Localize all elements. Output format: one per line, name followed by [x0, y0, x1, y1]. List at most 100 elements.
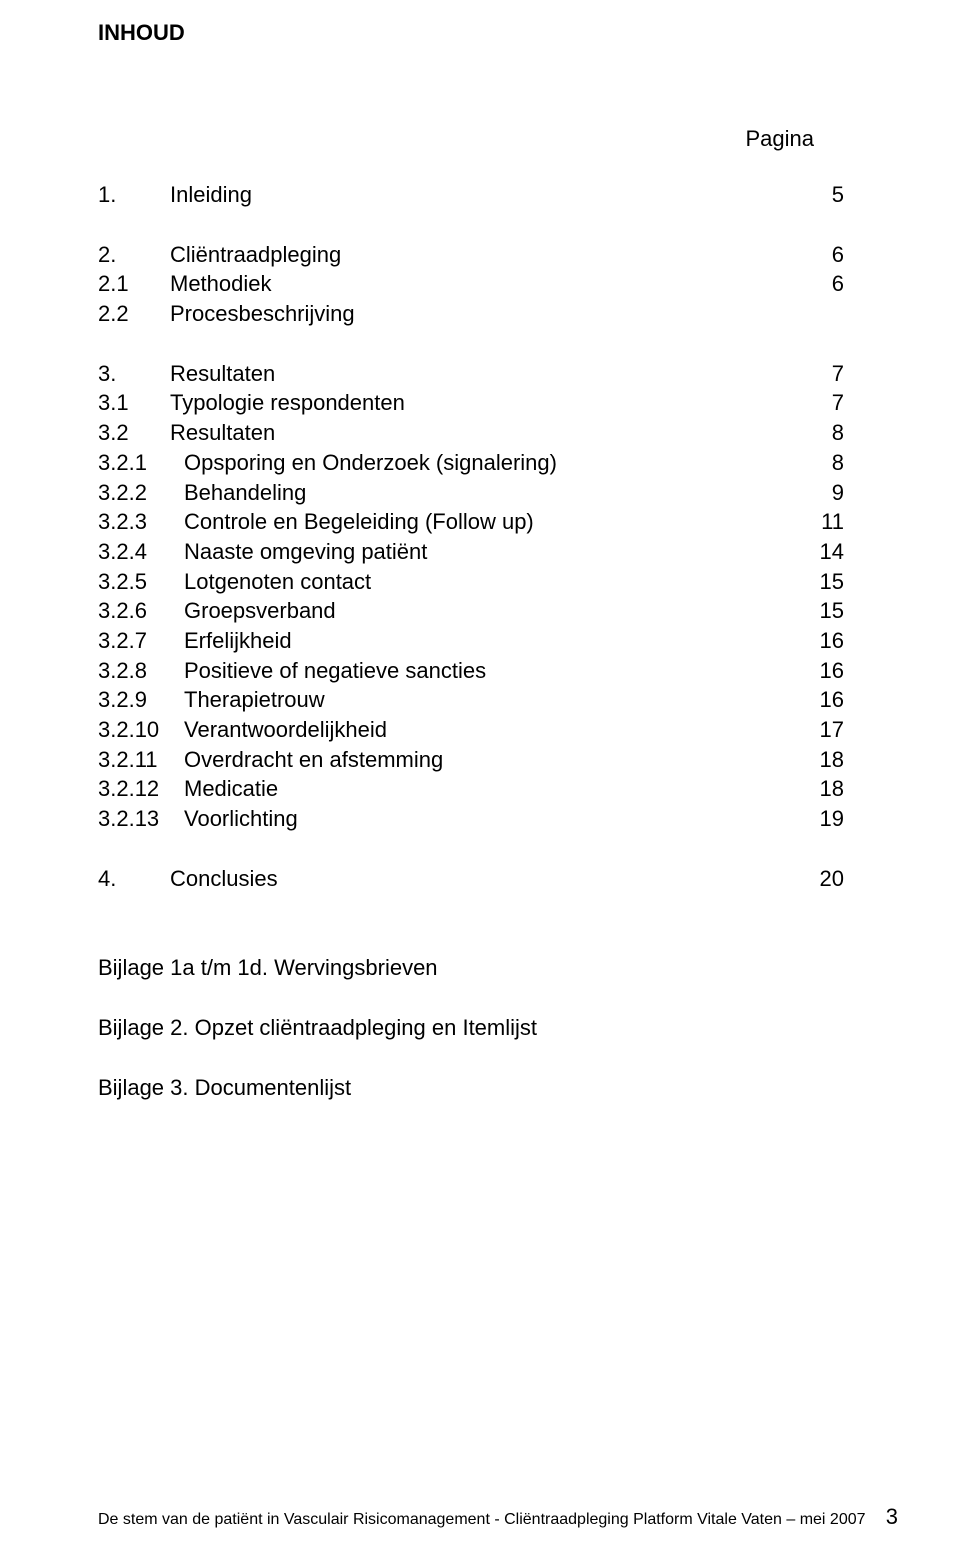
toc-row: 3.2.1Opsporing en Onderzoek (signalering… [98, 448, 862, 478]
toc-row: 3.2.12Medicatie18 [98, 774, 862, 804]
toc-row: 3.2.3Controle en Begeleiding (Follow up)… [98, 507, 862, 537]
toc-row: 3.2Resultaten 8 [98, 418, 862, 448]
toc-row: 3.2.9Therapietrouw16 [98, 685, 862, 715]
page-footer: De stem van de patiënt in Vasculair Risi… [0, 1504, 960, 1530]
toc-page: 7 [784, 388, 862, 418]
toc-page: 6 [784, 240, 862, 270]
toc-title: Procesbeschrijving [170, 299, 355, 329]
toc-title: Behandeling [184, 478, 306, 508]
toc-row-left: 3.1Typologie respondenten [98, 388, 405, 418]
toc-section-gap [98, 210, 862, 240]
toc-title: Resultaten [170, 359, 275, 389]
toc-title: Methodiek [170, 269, 272, 299]
toc-row-left: 3.Resultaten [98, 359, 275, 389]
toc-page: 15 [784, 596, 862, 626]
toc-row: 3.2.4Naaste omgeving patiënt14 [98, 537, 862, 567]
page-content: INHOUD Pagina 1.Inleiding52.Cliëntraadpl… [0, 0, 960, 1103]
page-title: INHOUD [98, 20, 862, 46]
toc-title: Resultaten [170, 418, 275, 448]
toc-row-left: 3.2.7Erfelijkheid [98, 626, 292, 656]
toc-title: Cliëntraadpleging [170, 240, 341, 270]
toc-title: Medicatie [184, 774, 278, 804]
toc-title: Therapietrouw [184, 685, 325, 715]
appendix-item: Bijlage 1a t/m 1d. Wervingsbrieven [98, 953, 862, 983]
footer-page-number: 3 [886, 1504, 898, 1530]
toc-row-left: 3.2.11Overdracht en afstemming [98, 745, 443, 775]
toc-title: Erfelijkheid [184, 626, 292, 656]
toc-row: 3.2.5Lotgenoten contact15 [98, 567, 862, 597]
toc-page: 17 [784, 715, 862, 745]
toc-page: 6 [784, 269, 862, 299]
toc-number: 3.2.3 [98, 507, 184, 537]
toc-number: 3.2.7 [98, 626, 184, 656]
toc-row-left: 3.2.12Medicatie [98, 774, 278, 804]
toc-page: 8 [784, 448, 862, 478]
toc-number: 3.2.13 [98, 804, 184, 834]
toc-row: 3.2.6Groepsverband 15 [98, 596, 862, 626]
toc-row-left: 3.2.2Behandeling [98, 478, 306, 508]
toc-number: 2. [98, 240, 170, 270]
toc-number: 3.2.5 [98, 567, 184, 597]
toc-number: 3.2 [98, 418, 170, 448]
toc-title: Controle en Begeleiding (Follow up) [184, 507, 534, 537]
toc-number: 2.2 [98, 299, 170, 329]
toc-title: Naaste omgeving patiënt [184, 537, 427, 567]
toc-number: 3.2.2 [98, 478, 184, 508]
toc-row-left: 2.2Procesbeschrijving [98, 299, 355, 329]
toc-page: 5 [784, 180, 862, 210]
toc-row: 3.2.2Behandeling9 [98, 478, 862, 508]
toc-title: Typologie respondenten [170, 388, 405, 418]
toc-row-left: 3.2.9Therapietrouw [98, 685, 325, 715]
toc-row-left: 2.1Methodiek [98, 269, 272, 299]
toc-row-left: 3.2.4Naaste omgeving patiënt [98, 537, 427, 567]
toc-page: 7 [784, 359, 862, 389]
toc-title: Conclusies [170, 864, 278, 894]
toc-row: 3.1Typologie respondenten 7 [98, 388, 862, 418]
toc-page: 19 [784, 804, 862, 834]
toc-title: Opsporing en Onderzoek (signalering) [184, 448, 557, 478]
toc-title: Lotgenoten contact [184, 567, 371, 597]
toc-number: 3. [98, 359, 170, 389]
footer-text: De stem van de patiënt in Vasculair Risi… [98, 1511, 866, 1529]
appendix-item: Bijlage 2. Opzet cliëntraadpleging en It… [98, 1013, 862, 1043]
toc-page: 8 [784, 418, 862, 448]
toc-row-left: 1.Inleiding [98, 180, 252, 210]
toc-page: 18 [784, 745, 862, 775]
toc-title: Overdracht en afstemming [184, 745, 443, 775]
toc-number: 3.1 [98, 388, 170, 418]
toc-number: 1. [98, 180, 170, 210]
toc-row-left: 3.2.6Groepsverband [98, 596, 336, 626]
toc-row: 2.2Procesbeschrijving [98, 299, 862, 329]
toc-row: 3.Resultaten 7 [98, 359, 862, 389]
appendix-item: Bijlage 3. Documentenlijst [98, 1073, 862, 1103]
toc-row: 3.2.10Verantwoordelijkheid 17 [98, 715, 862, 745]
toc-row: 2.1Methodiek 6 [98, 269, 862, 299]
toc-number: 4. [98, 864, 170, 894]
toc-number: 2.1 [98, 269, 170, 299]
toc-page: 16 [784, 626, 862, 656]
toc-page: 11 [784, 507, 862, 537]
toc-row: 2.Cliëntraadpleging 6 [98, 240, 862, 270]
toc-title: Positieve of negatieve sancties [184, 656, 486, 686]
toc-number: 3.2.9 [98, 685, 184, 715]
toc-page: 16 [784, 656, 862, 686]
toc-row-left: 2.Cliëntraadpleging [98, 240, 341, 270]
toc-section-gap [98, 834, 862, 864]
toc-row-left: 3.2.8Positieve of negatieve sancties [98, 656, 486, 686]
toc-number: 3.2.4 [98, 537, 184, 567]
toc-number: 3.2.8 [98, 656, 184, 686]
toc-row: 3.2.11Overdracht en afstemming 18 [98, 745, 862, 775]
toc-row: 3.2.7Erfelijkheid 16 [98, 626, 862, 656]
toc-number: 3.2.1 [98, 448, 184, 478]
toc-number: 3.2.11 [98, 745, 184, 775]
toc-row-left: 3.2.3Controle en Begeleiding (Follow up) [98, 507, 534, 537]
toc-title: Inleiding [170, 180, 252, 210]
toc-title: Verantwoordelijkheid [184, 715, 387, 745]
toc-row-left: 3.2.13Voorlichting [98, 804, 298, 834]
toc-row: 4.Conclusies20 [98, 864, 862, 894]
toc-title: Groepsverband [184, 596, 336, 626]
toc-row-left: 3.2.10Verantwoordelijkheid [98, 715, 387, 745]
toc-number: 3.2.6 [98, 596, 184, 626]
toc-row-left: 4.Conclusies [98, 864, 278, 894]
toc-section-gap [98, 329, 862, 359]
